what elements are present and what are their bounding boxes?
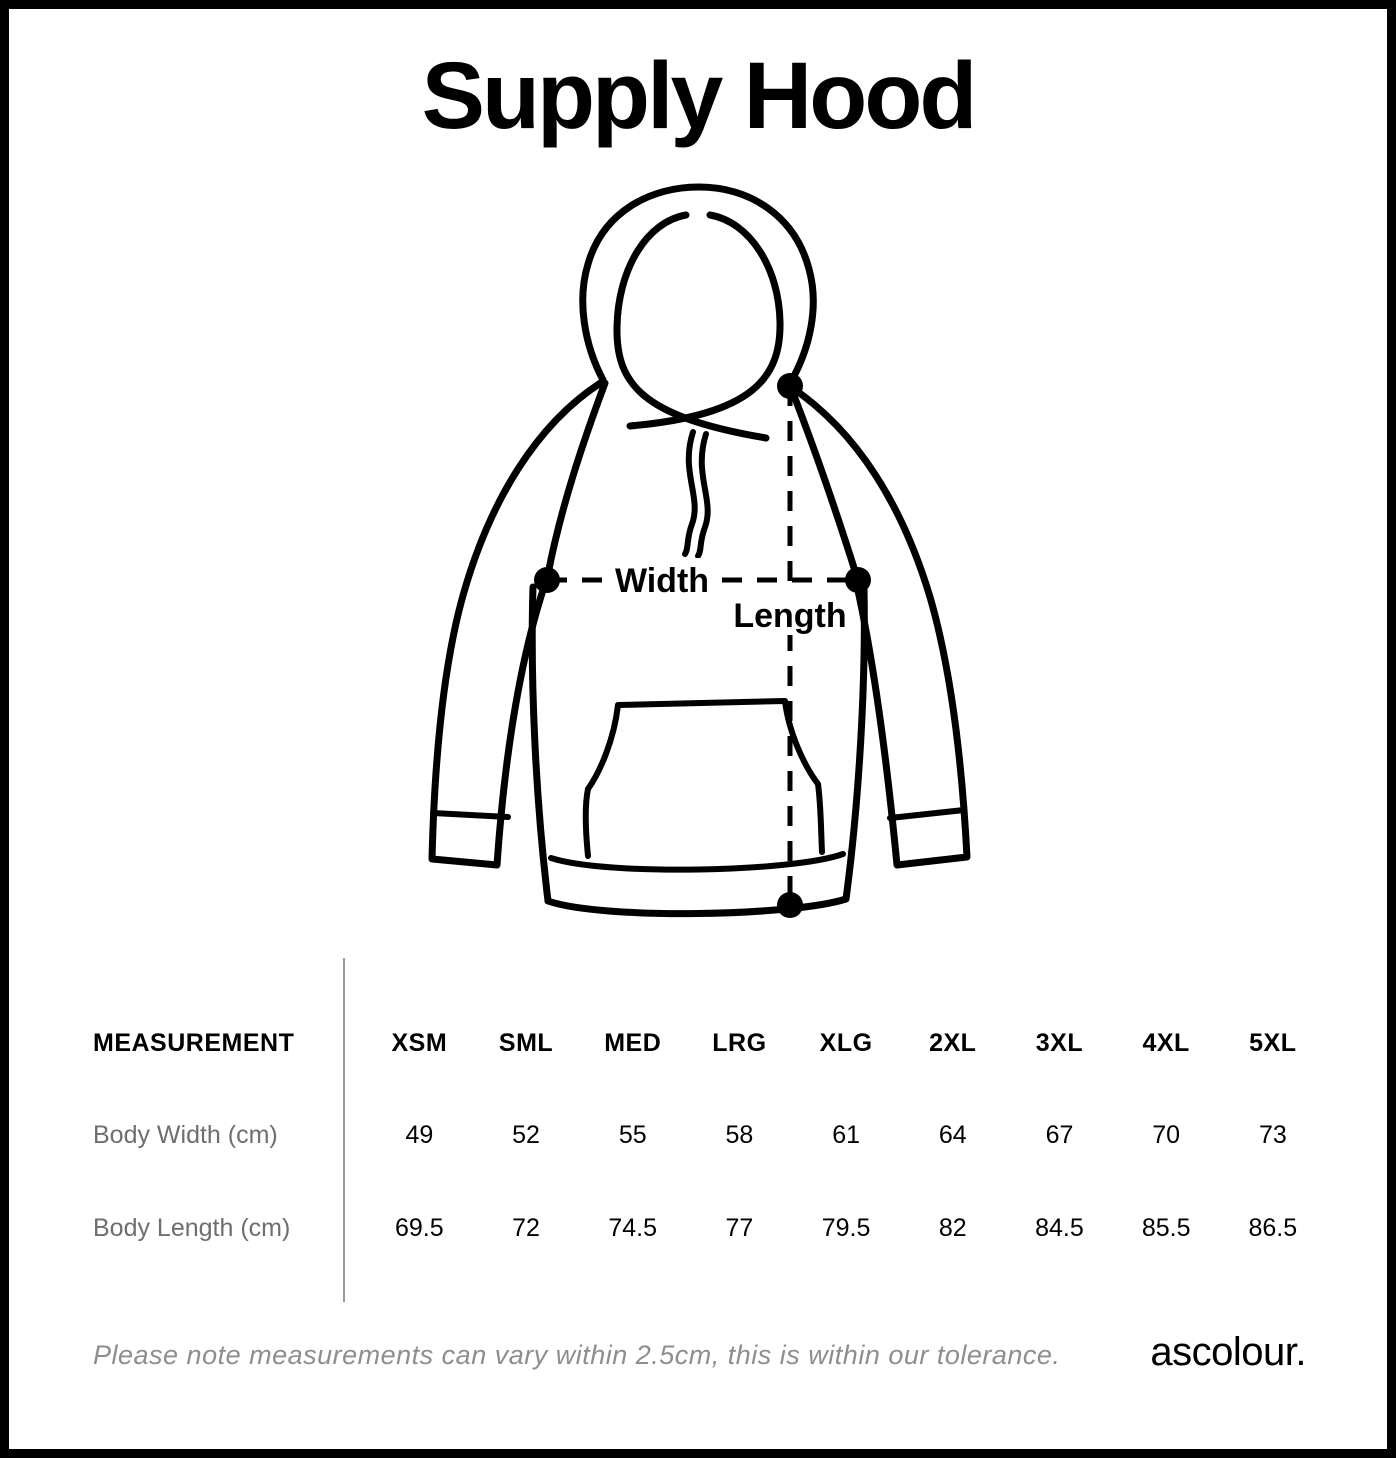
body-side-left bbox=[528, 583, 552, 905]
brand-logo: ascolour. bbox=[1150, 1330, 1306, 1374]
hoodie-illustration: Width Length bbox=[428, 183, 971, 918]
column-header-size: XSM bbox=[391, 1029, 448, 1057]
cell-value: 73 bbox=[1258, 1121, 1287, 1149]
side-seam-right-dot bbox=[845, 567, 871, 593]
cell-value: 61 bbox=[832, 1121, 860, 1149]
table-header-row: MEASUREMENT XSM SML MED LRG XLG 2XL 3XL 4XL 5XL bbox=[8, 1026, 1388, 1060]
column-header-size: SML bbox=[498, 1029, 554, 1057]
column-header-size: MED bbox=[604, 1029, 662, 1057]
cell-value: 69.5 bbox=[395, 1214, 444, 1242]
cell-value: 67 bbox=[1045, 1121, 1074, 1149]
column-header-size: 5XL bbox=[1249, 1029, 1297, 1057]
drawstring bbox=[695, 431, 711, 559]
hem-bottom bbox=[544, 895, 850, 918]
length-label-plate bbox=[735, 595, 845, 635]
cell-value: 55 bbox=[618, 1121, 647, 1149]
drawstring bbox=[682, 429, 698, 557]
cell-value: 74.5 bbox=[608, 1214, 658, 1242]
column-header-measurement: MEASUREMENT bbox=[93, 1029, 295, 1057]
side-seam-left-dot bbox=[534, 567, 560, 593]
cell-value: 79.5 bbox=[821, 1214, 871, 1242]
shoulder-point-dot bbox=[777, 373, 803, 399]
table-divider-line bbox=[343, 958, 345, 1302]
column-header-size: 4XL bbox=[1142, 1029, 1190, 1057]
cell-value: 49 bbox=[405, 1121, 434, 1149]
sleeve-left bbox=[428, 378, 606, 869]
cell-value: 82 bbox=[938, 1214, 967, 1242]
cell-value: 77 bbox=[725, 1214, 754, 1242]
tolerance-note: Please note measurements can vary within… bbox=[93, 1340, 1061, 1370]
column-header-size: 3XL bbox=[1035, 1029, 1084, 1057]
cell-value: 64 bbox=[938, 1121, 967, 1149]
cuff-left bbox=[430, 810, 511, 820]
cuff-right bbox=[887, 807, 967, 821]
body-side-right bbox=[842, 585, 868, 903]
hood-opening-right-edge bbox=[626, 211, 784, 430]
cell-value: 58 bbox=[725, 1121, 754, 1149]
table-row-0: Body Width (cm) 49 52 55 58 61 64 67 70 73 bbox=[8, 1118, 1388, 1152]
cell-value: 72 bbox=[512, 1214, 540, 1242]
row-label: Body Width (cm) bbox=[93, 1121, 278, 1149]
raglan-seam-right bbox=[787, 384, 860, 578]
hem-band bbox=[548, 851, 846, 873]
column-header-size: 2XL bbox=[929, 1029, 977, 1057]
cell-value: 84.5 bbox=[1035, 1214, 1084, 1242]
column-header-size: LRG bbox=[712, 1029, 767, 1057]
cell-value: 70 bbox=[1152, 1121, 1181, 1149]
raglan-seam-left bbox=[544, 379, 609, 578]
column-header-size: XLG bbox=[819, 1029, 873, 1057]
width-label: Width bbox=[615, 562, 709, 600]
table-row-1: Body Length (cm) 69.5 72 74.5 77 79.5 82 84.5 85… bbox=[8, 1211, 1388, 1245]
cell-value: 85.5 bbox=[1141, 1214, 1191, 1242]
kangaroo-pocket bbox=[582, 698, 825, 859]
cell-value: 52 bbox=[512, 1121, 540, 1149]
page-title: Supply Hood bbox=[421, 43, 978, 149]
hood-opening-left-edge bbox=[613, 211, 770, 442]
row-label: Body Length (cm) bbox=[93, 1214, 291, 1242]
width-label-plate bbox=[611, 558, 713, 602]
sleeve-right bbox=[787, 383, 971, 869]
cell-value: 86.5 bbox=[1248, 1214, 1298, 1242]
hoodie-diagram: Width Length bbox=[418, 172, 978, 942]
hood-outline bbox=[579, 183, 817, 389]
hem-point-dot bbox=[777, 892, 803, 918]
length-label: Length bbox=[733, 597, 846, 635]
